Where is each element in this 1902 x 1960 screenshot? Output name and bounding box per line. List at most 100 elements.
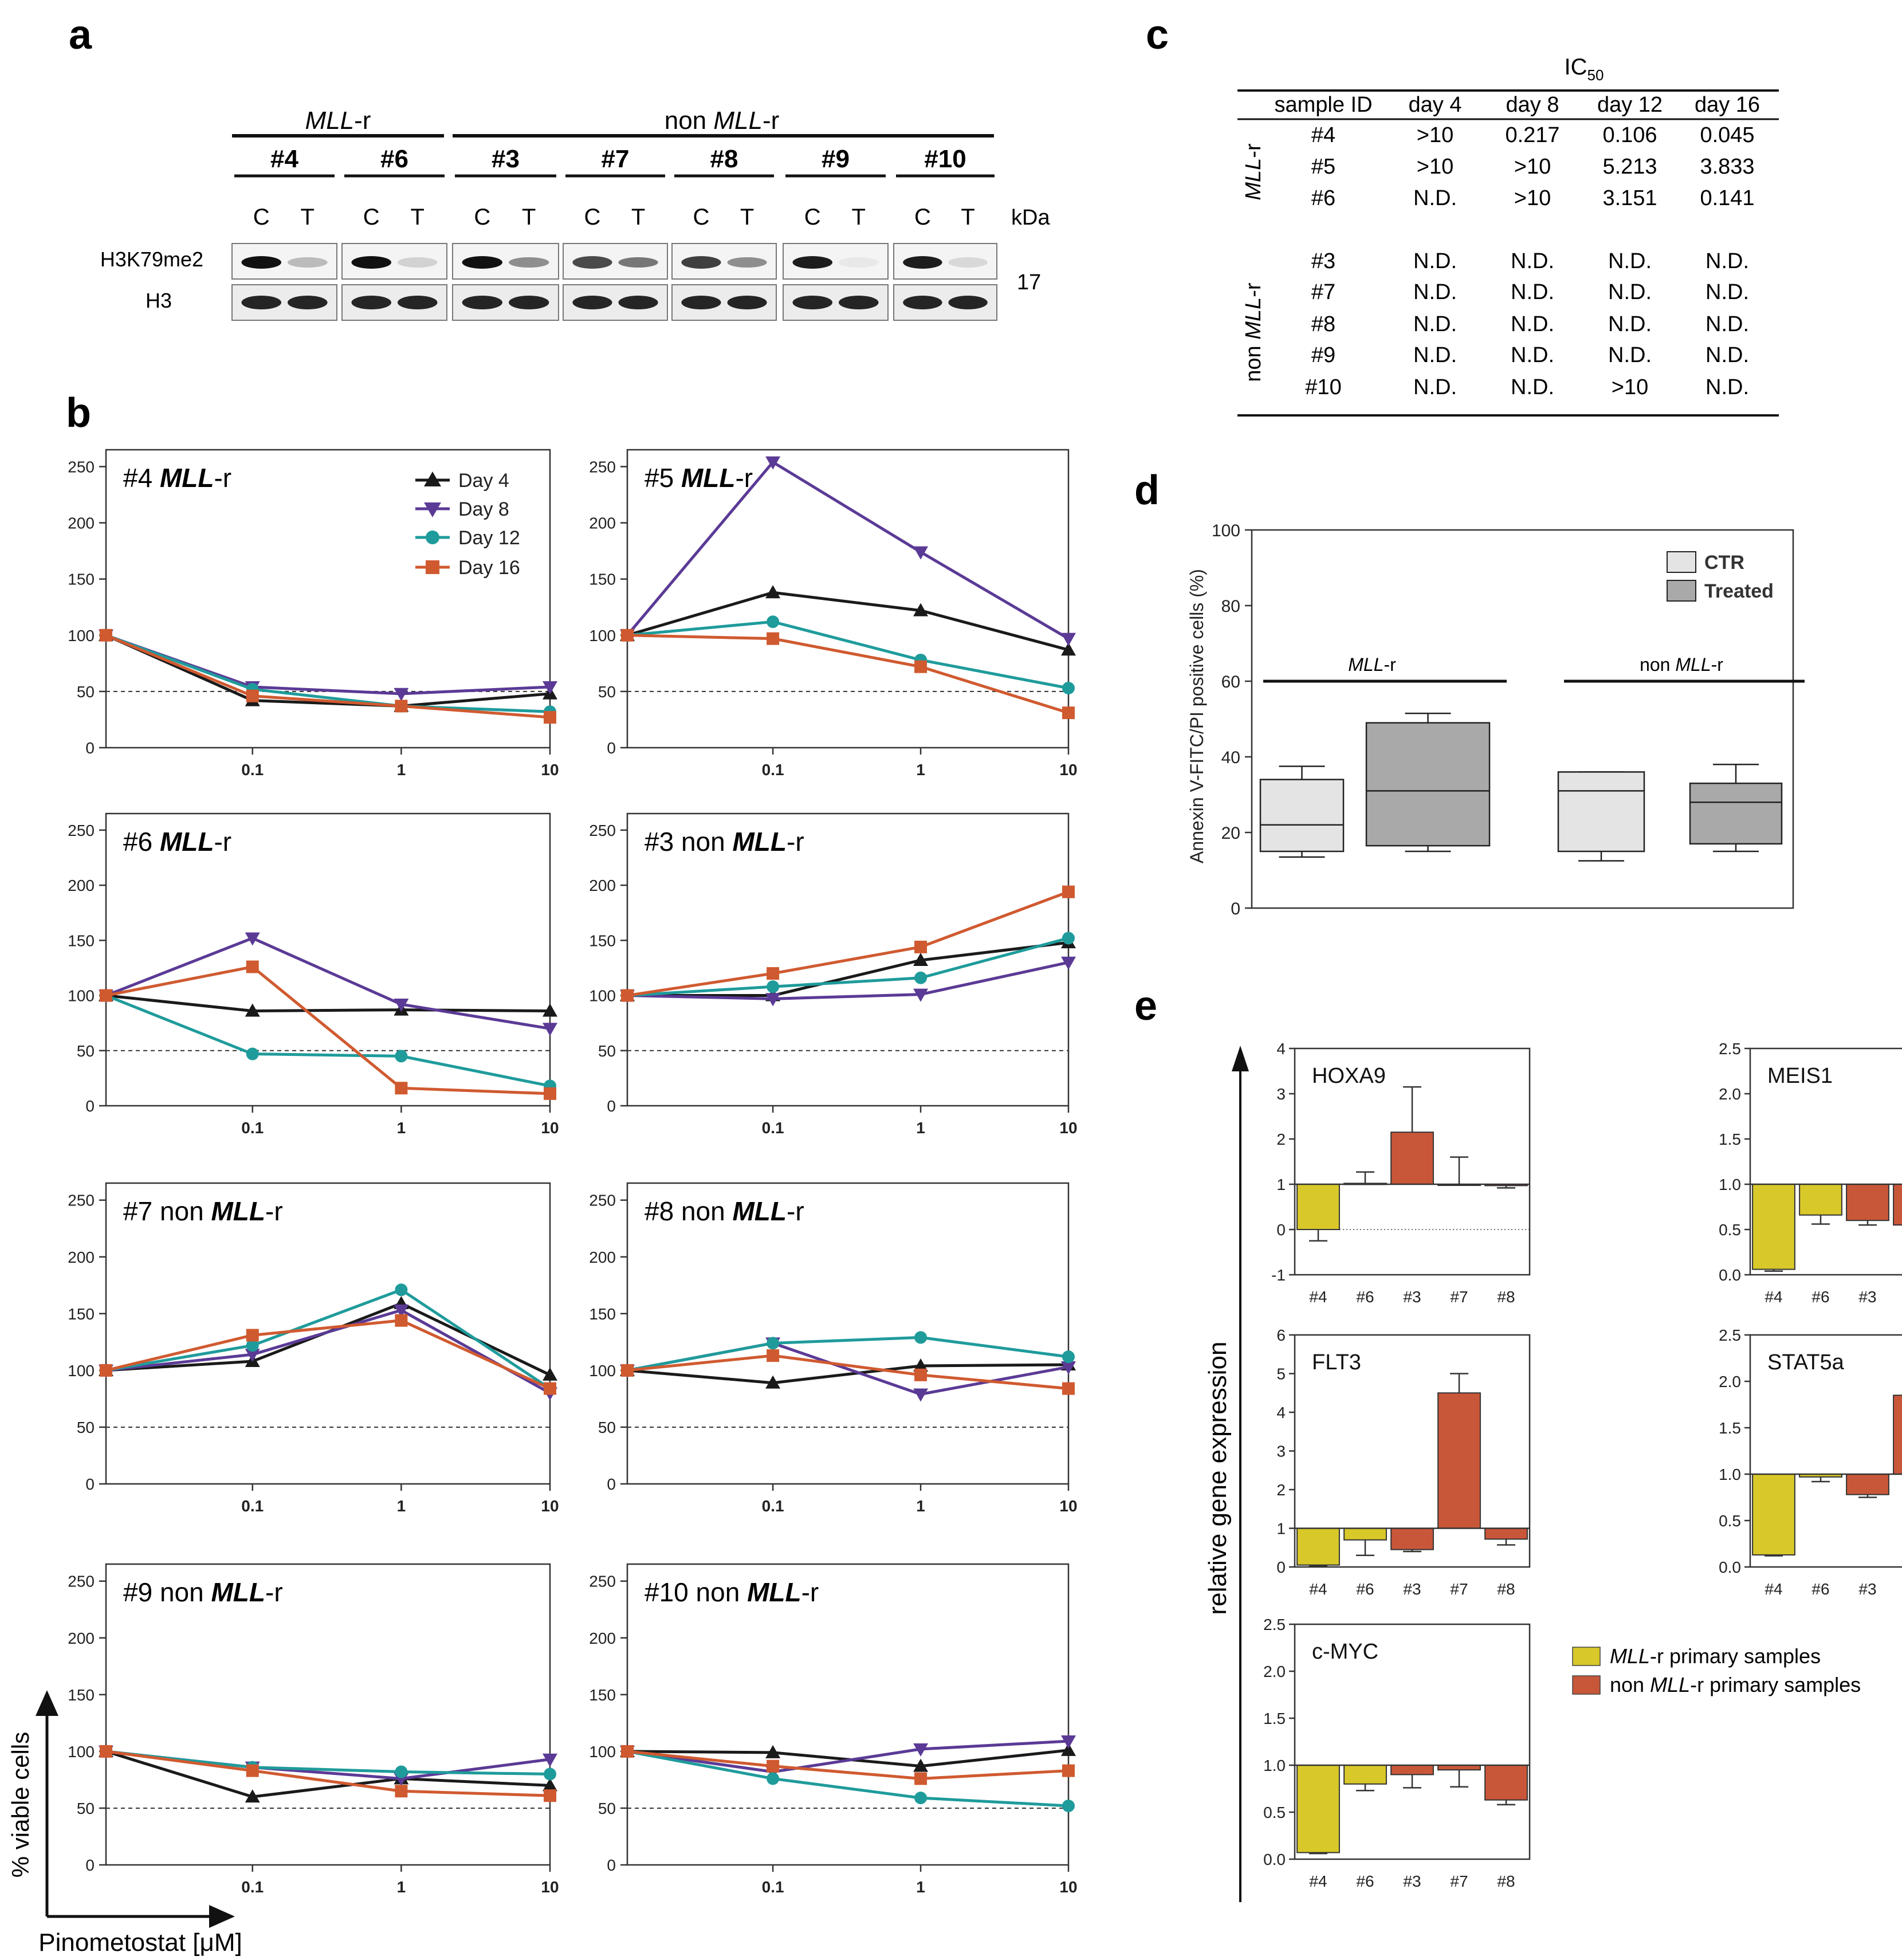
data-point-d16 — [395, 1314, 408, 1327]
data-point-d16 — [767, 1349, 780, 1362]
table-cell: 0.217 — [1505, 123, 1559, 147]
wb-sample-label: #3 — [492, 145, 520, 173]
x-tick-label: 0.1 — [762, 761, 784, 779]
data-point-d4 — [913, 603, 929, 616]
x-tick-label: 10 — [1059, 761, 1077, 779]
data-point-d12 — [1062, 1350, 1075, 1364]
data-point-d8 — [913, 988, 929, 1002]
series-line-d8 — [105, 936, 551, 1030]
data-point-d12 — [914, 1331, 928, 1344]
table-cell: N.D. — [1705, 312, 1749, 336]
expression-ylabel: relative gene expression — [1204, 1342, 1232, 1615]
data-point-d12 — [914, 1792, 928, 1805]
box-treated — [1365, 722, 1491, 847]
panel-letter-a: a — [69, 12, 92, 58]
x-tick-label: #8 — [1497, 1872, 1515, 1890]
data-point-d16 — [621, 629, 634, 642]
wb-band-t — [618, 257, 658, 268]
table-cell: >10 — [1612, 375, 1648, 399]
table-title: IC50 — [1565, 54, 1604, 84]
data-point-d8 — [765, 993, 781, 1007]
table-cell: 3.151 — [1602, 186, 1657, 210]
legend-mll-label: MLL-r primary samples — [1610, 1644, 1821, 1668]
table-cell: N.D. — [1413, 312, 1457, 336]
data-point-d16 — [100, 989, 112, 1002]
bar — [1390, 1527, 1434, 1550]
y-tick-label: 20 — [1221, 824, 1240, 843]
series-line-d16 — [105, 634, 551, 719]
chart-title: #4 MLL-r — [123, 463, 231, 493]
wb-lane-c: C — [363, 205, 380, 230]
y-tick-label: 0 — [1276, 1558, 1286, 1576]
y-tick-label: 0 — [1276, 1221, 1286, 1239]
table-cell: N.D. — [1705, 375, 1749, 399]
table-cell: #10 — [1305, 375, 1341, 399]
data-point-d8 — [1061, 633, 1076, 646]
series-line-d16 — [105, 1750, 551, 1797]
x-tick-label: 0.1 — [762, 1119, 784, 1137]
x-tick-label: 10 — [1059, 1878, 1077, 1896]
data-point-d4 — [245, 1789, 260, 1803]
legend-marker-d4 — [424, 472, 441, 486]
chart-title: #7 non MLL-r — [123, 1196, 283, 1226]
chart-frame — [626, 1182, 1070, 1485]
bar — [1296, 1527, 1340, 1566]
series-line-d12 — [105, 634, 551, 713]
data-point-d4 — [765, 1745, 781, 1758]
y-tick-label: 250 — [589, 1573, 616, 1590]
y-tick-label: 1.5 — [1719, 1419, 1741, 1437]
chart-frame — [626, 449, 1070, 749]
legend-ctr-swatch — [1667, 551, 1696, 573]
table-header-cell: sample ID — [1274, 93, 1372, 117]
x-tick-label: 1 — [916, 1878, 925, 1896]
wb-band-h3-t — [838, 296, 879, 309]
y-tick-label: 250 — [589, 458, 616, 476]
data-point-d4 — [1061, 1742, 1076, 1756]
data-point-d16 — [1062, 706, 1075, 720]
x-tick-label: 0.1 — [762, 1878, 784, 1896]
x-tick-label: 10 — [1059, 1119, 1077, 1137]
table-cell: N.D. — [1413, 343, 1457, 367]
data-point-d16 — [914, 1368, 928, 1381]
wb-blot-images — [231, 243, 997, 321]
data-point-d4 — [543, 1367, 557, 1381]
data-point-d16 — [621, 1364, 634, 1377]
bar-chart-panel: 0 1 2 3 4 5 6 FLT3 #4 #6 #3 #7 #8 — [1276, 1326, 1531, 1598]
legend-marker-d16 — [426, 560, 439, 574]
table-header-row: sample ID day 4 day 8 day 12 day 16 — [1274, 93, 1760, 117]
data-point-d16 — [621, 989, 634, 1002]
expression-arrowhead — [1232, 1046, 1249, 1071]
table-group-non: non MLL-r — [1241, 282, 1266, 382]
wb-group-non-label: non MLL-r — [665, 107, 780, 135]
data-point-d16 — [621, 1745, 634, 1758]
data-point-d8 — [913, 1743, 929, 1757]
gene-title: STAT5a — [1767, 1350, 1845, 1374]
table-cell: #8 — [1311, 312, 1335, 336]
wb-band-t — [838, 257, 879, 268]
y-tick-label: 150 — [589, 932, 616, 949]
y-tick-label: 100 — [68, 1743, 95, 1761]
y-tick-label: 1.5 — [1719, 1130, 1741, 1148]
gene-title: HOXA9 — [1312, 1064, 1386, 1088]
x-tick-label: 10 — [1059, 1497, 1077, 1515]
wb-band-h3-c — [241, 296, 282, 309]
series-line-d16 — [627, 1354, 1069, 1391]
panel-letter-b: b — [66, 390, 91, 436]
y-tick-label: 0 — [85, 1097, 95, 1115]
y-tick-label: 250 — [589, 1192, 616, 1209]
data-point-d12 — [767, 980, 780, 993]
data-point-d4 — [913, 952, 929, 966]
table-cell: N.D. — [1413, 280, 1457, 304]
y-tick-label: 150 — [68, 932, 95, 949]
y-tick-label: 200 — [589, 1629, 616, 1647]
wb-band-c — [351, 256, 392, 269]
wb-band-h3-t — [948, 296, 988, 309]
series-line-d12 — [627, 1750, 1069, 1808]
x-tick-label: 1 — [397, 1119, 406, 1137]
table-cell: N.D. — [1511, 280, 1554, 304]
bar-chart-panel: 0.0 0.5 1.0 1.5 2.0 2.5 c-MYC #4 #6 #3 #7 #8 — [1263, 1616, 1531, 1890]
data-point-d8 — [765, 456, 781, 470]
data-point-d16 — [767, 967, 780, 980]
